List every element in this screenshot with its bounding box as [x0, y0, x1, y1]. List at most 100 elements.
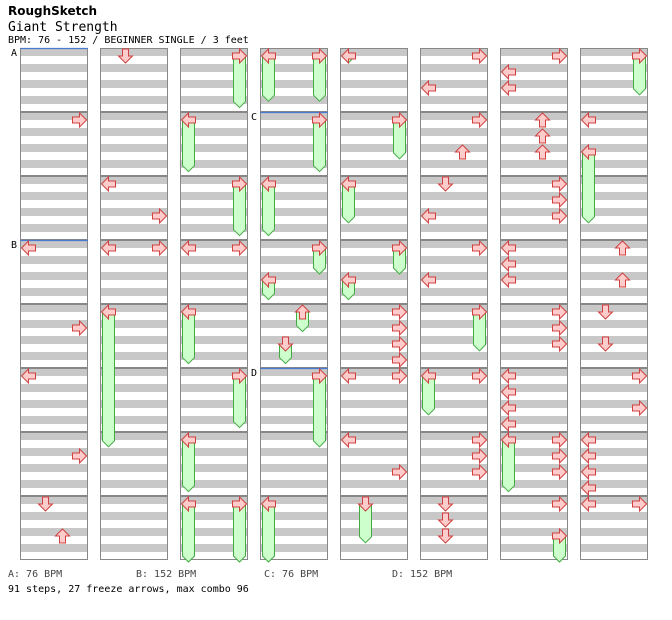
measure-border: [180, 176, 248, 240]
measure-border: [100, 304, 168, 368]
step-arrow-right: [232, 175, 248, 193]
beat-stripe: [580, 272, 648, 280]
beat-stripe: [20, 432, 88, 440]
measure-border: [180, 368, 248, 432]
beat-stripe: [20, 224, 88, 232]
beat-stripe: [340, 320, 408, 328]
beat-stripe: [580, 384, 648, 392]
beat-stripe: [420, 448, 488, 456]
beat-stripe: [180, 160, 248, 168]
measure-border: [420, 48, 488, 112]
measure-border: [340, 176, 408, 240]
step-arrow-right: [392, 367, 408, 385]
measure-border: [580, 368, 648, 432]
beat-stripe: [260, 96, 328, 104]
beat-stripe: [340, 368, 408, 376]
beat-stripe: [100, 160, 168, 168]
measure-border: [420, 496, 488, 560]
beat-stripe: [180, 464, 248, 472]
beat-stripe: [580, 160, 648, 168]
step-arrow-right: [552, 495, 568, 513]
beat-stripe: [420, 496, 488, 504]
measure-border: [500, 304, 568, 368]
step-arrow-right: [552, 335, 568, 353]
measure-border: [20, 368, 88, 432]
beat-stripe: [340, 64, 408, 72]
step-arrow-left: [500, 239, 516, 257]
beat-stripe: [500, 448, 568, 456]
beat-stripe: [340, 208, 408, 216]
beat-stripe: [260, 192, 328, 200]
step-arrow-right: [392, 351, 408, 369]
measure-border: [340, 48, 408, 112]
beat-stripe: [20, 128, 88, 136]
beat-stripe: [20, 272, 88, 280]
step-arrow-down: [437, 176, 454, 192]
beat-stripe: [500, 80, 568, 88]
beat-stripe: [260, 432, 328, 440]
beat-stripe: [100, 400, 168, 408]
beat-stripe: [580, 96, 648, 104]
freeze-arrow: [502, 439, 515, 493]
beat-stripe: [180, 288, 248, 296]
beat-stripe: [420, 272, 488, 280]
beat-stripe: [500, 64, 568, 72]
beat-stripe: [580, 528, 648, 536]
beat-stripe: [580, 480, 648, 488]
beat-stripe: [500, 544, 568, 552]
measure-border: [500, 432, 568, 496]
beat-stripe: [260, 320, 328, 328]
beat-stripe: [260, 384, 328, 392]
step-arrow-right: [392, 239, 408, 257]
step-arrow-left: [180, 431, 196, 449]
beat-stripe: [20, 496, 88, 504]
beat-stripe: [500, 272, 568, 280]
beat-stripe: [260, 128, 328, 136]
step-arrow-left: [260, 175, 276, 193]
beat-stripe: [340, 144, 408, 152]
step-arrow-right: [392, 463, 408, 481]
beat-stripe: [420, 480, 488, 488]
bpm-legend-b: B: 152 BPM: [136, 569, 197, 580]
beat-stripe: [340, 464, 408, 472]
measure-border: [500, 368, 568, 432]
beat-stripe: [500, 384, 568, 392]
step-arrow-down: [437, 512, 454, 528]
step-arrow-right: [152, 239, 168, 257]
beat-stripe: [20, 400, 88, 408]
beat-stripe: [260, 496, 328, 504]
beat-stripe: [180, 176, 248, 184]
beat-stripe: [180, 400, 248, 408]
beat-stripe: [20, 352, 88, 360]
bpm-section-label: A: [11, 48, 17, 59]
chart-info: BPM: 76 - 152 / BEGINNER SINGLE / 3 feet: [8, 35, 249, 46]
beat-stripe: [100, 224, 168, 232]
step-arrow-right: [552, 527, 568, 545]
step-arrow-right: [232, 239, 248, 257]
beat-stripe: [100, 432, 168, 440]
beat-stripe: [20, 208, 88, 216]
beat-stripe: [20, 288, 88, 296]
beat-stripe: [180, 496, 248, 504]
step-arrow-left: [100, 303, 116, 321]
step-arrow-down: [117, 48, 134, 64]
step-arrow-right: [72, 111, 88, 129]
beat-stripe: [260, 304, 328, 312]
beat-stripe: [20, 384, 88, 392]
step-arrow-right: [472, 239, 488, 257]
measure-border: [100, 112, 168, 176]
beat-stripe: [100, 336, 168, 344]
beat-stripe: [20, 96, 88, 104]
beat-stripe: [580, 240, 648, 248]
freeze-arrow: [182, 439, 195, 493]
beat-stripe: [500, 464, 568, 472]
beat-stripe: [260, 288, 328, 296]
step-arrow-left: [580, 143, 596, 161]
beat-stripe: [180, 448, 248, 456]
beat-stripe: [100, 112, 168, 120]
step-arrow-right: [392, 335, 408, 353]
beat-stripe: [260, 256, 328, 264]
step-arrow-left: [580, 495, 596, 513]
beat-stripe: [580, 288, 648, 296]
beat-stripe: [260, 208, 328, 216]
